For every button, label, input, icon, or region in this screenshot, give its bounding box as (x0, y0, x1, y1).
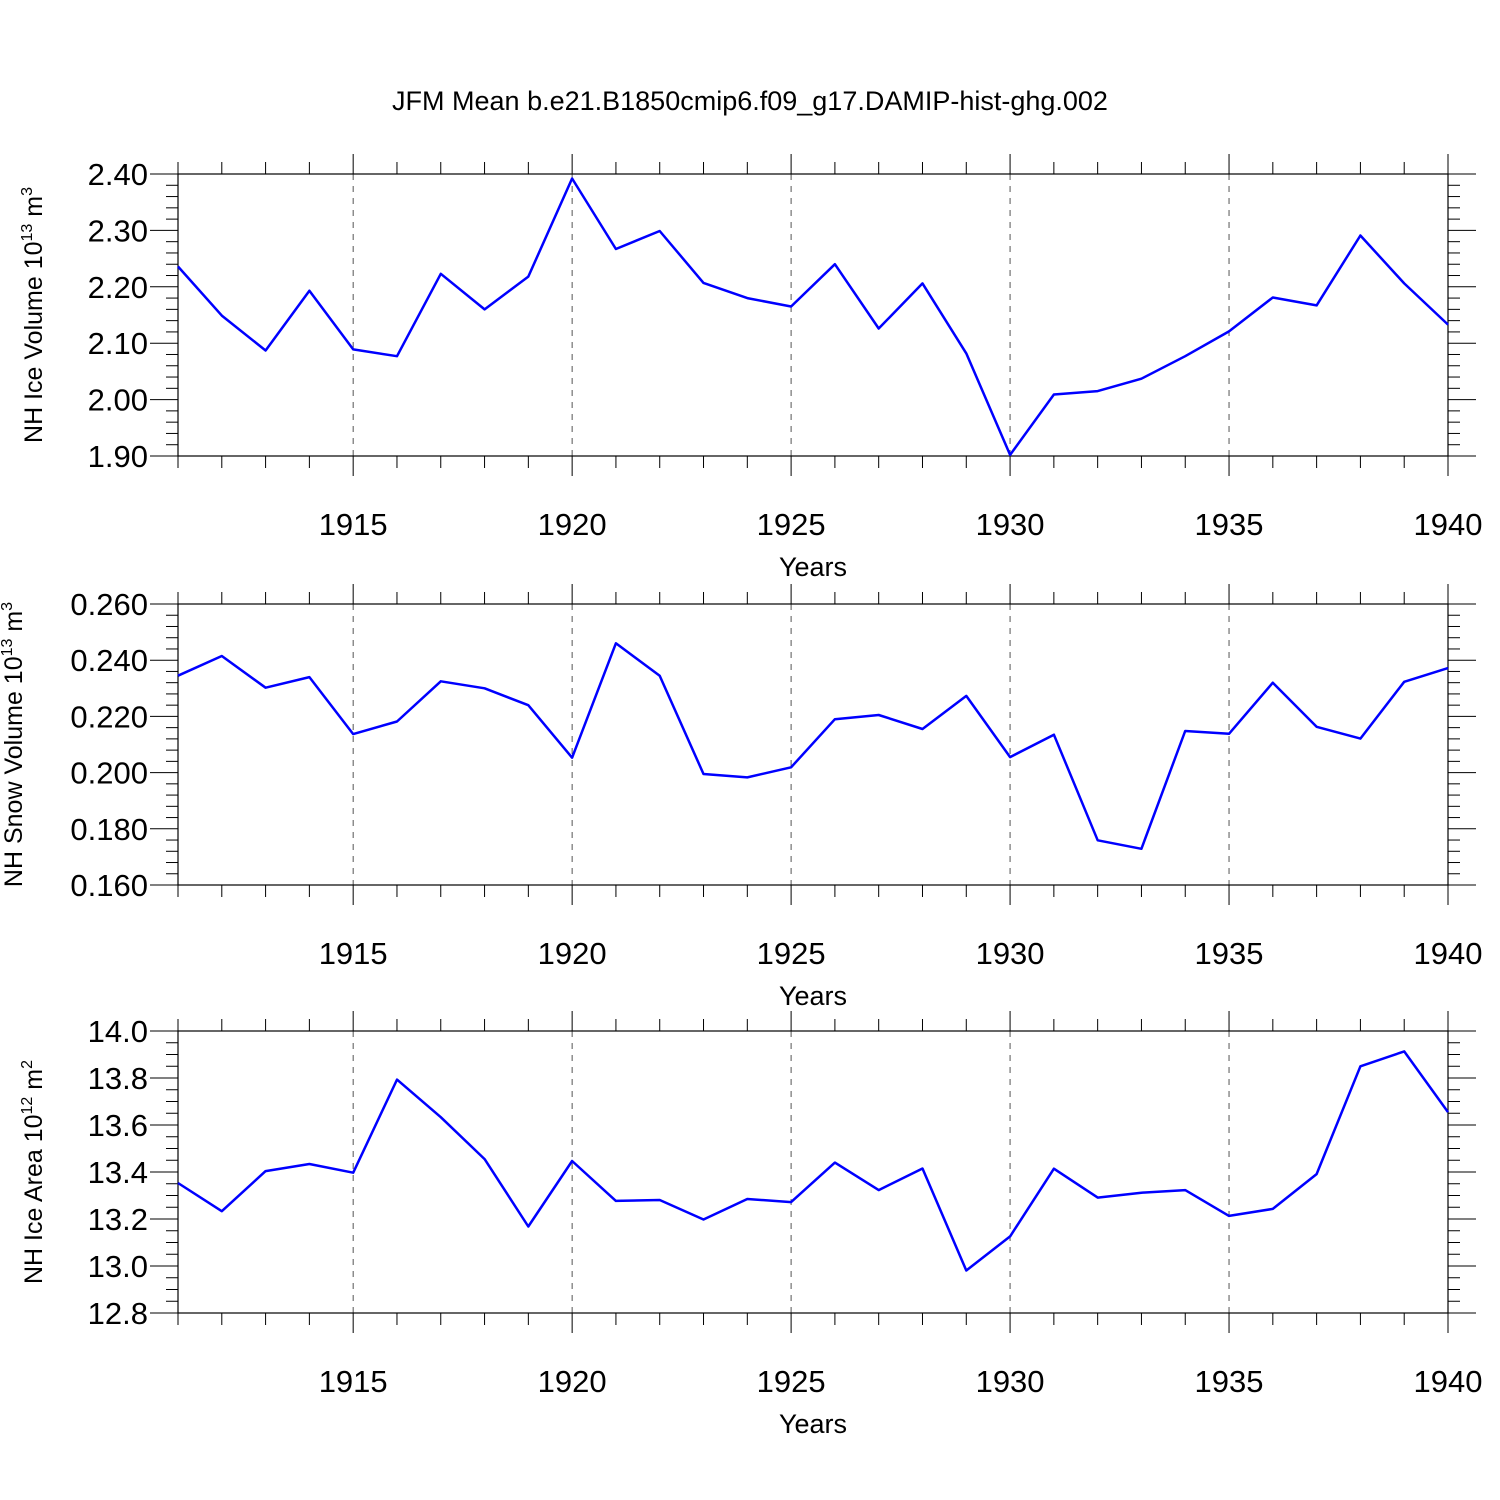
ice-volume-panel: 1.90 2.00 2.10 2.20 2.30 2.40 1915 1920 1925 1930… (19, 154, 1482, 582)
x-tick-label-1930: 1930 (976, 936, 1045, 971)
plot-frame (177, 1030, 1449, 1314)
x-tick-label-1920: 1920 (538, 1364, 607, 1399)
y-tick-label-3: 13.4 (88, 1155, 148, 1190)
y-tick-label-3: 0.220 (70, 699, 148, 734)
y-tick-label-5: 2.40 (88, 157, 148, 192)
plot-frame (177, 603, 1449, 886)
x-tick-label-1915: 1915 (319, 936, 388, 971)
y-tick-label-2: 13.2 (88, 1202, 148, 1237)
y-axis-label: NH Ice Volume 1013 m3 (19, 187, 48, 443)
y-tick-label-3: 2.20 (88, 270, 148, 305)
y-tick-label-2: 0.200 (70, 756, 148, 791)
y-tick-label-4: 13.6 (88, 1108, 148, 1143)
y-tick-label-0: 0.160 (70, 868, 148, 903)
y-axis-label: NH Snow Volume 1013 m3 (0, 602, 28, 887)
y-tick-label-4: 2.30 (88, 213, 148, 248)
y-tick-label-1: 0.180 (70, 812, 148, 847)
x-tick-label-1925: 1925 (757, 1364, 826, 1399)
x-tick-label-1935: 1935 (1195, 507, 1264, 542)
x-tick-label-1940: 1940 (1414, 1364, 1483, 1399)
series-line-ice-area (177, 1050, 1450, 1272)
x-tick-label-1915: 1915 (319, 1364, 388, 1399)
y-tick-label-2: 2.10 (88, 326, 148, 361)
series-line-snow-volume (177, 642, 1449, 851)
x-tick-label-1940: 1940 (1414, 936, 1483, 971)
y-axis-label: NH Ice Area 1012 m2 (19, 1060, 48, 1284)
series-line-ice-volume (177, 177, 1449, 457)
y-tick-label-5: 13.8 (88, 1061, 148, 1096)
plot-frame (177, 173, 1449, 457)
y-tick-label-0: 1.90 (88, 439, 148, 474)
y-tick-label-6: 14.0 (88, 1014, 148, 1049)
x-axis-label: Years (779, 1409, 847, 1439)
x-tick-label-1920: 1920 (538, 507, 607, 542)
y-tick-label-1: 2.00 (88, 383, 148, 418)
x-tick-label-1935: 1935 (1195, 936, 1264, 971)
y-tick-label-5: 0.260 (70, 587, 148, 622)
y-tick-label-1: 13.0 (88, 1249, 148, 1284)
ice-area-panel: 12.8 13.0 13.2 13.4 13.6 13.8 14.0 1915 1920 1925… (19, 1011, 1482, 1439)
x-tick-label-1925: 1925 (757, 507, 826, 542)
y-tick-label-0: 12.8 (88, 1296, 148, 1331)
x-axis-label: Years (779, 552, 847, 582)
y-tick-label-4: 0.240 (70, 643, 148, 678)
x-tick-label-1930: 1930 (976, 1364, 1045, 1399)
x-tick-label-1915: 1915 (319, 507, 388, 542)
x-tick-label-1935: 1935 (1195, 1364, 1264, 1399)
x-tick-label-1925: 1925 (757, 936, 826, 971)
figure-title: JFM Mean b.e21.B1850cmip6.f09_g17.DAMIP-… (392, 86, 1108, 116)
x-tick-label-1930: 1930 (976, 507, 1045, 542)
snow-volume-panel: 0.160 0.180 0.200 0.220 0.240 0.260 1915 1920 19… (0, 584, 1482, 1011)
x-tick-label-1920: 1920 (538, 936, 607, 971)
x-tick-label-1940: 1940 (1414, 507, 1483, 542)
x-axis-label: Years (779, 981, 847, 1011)
